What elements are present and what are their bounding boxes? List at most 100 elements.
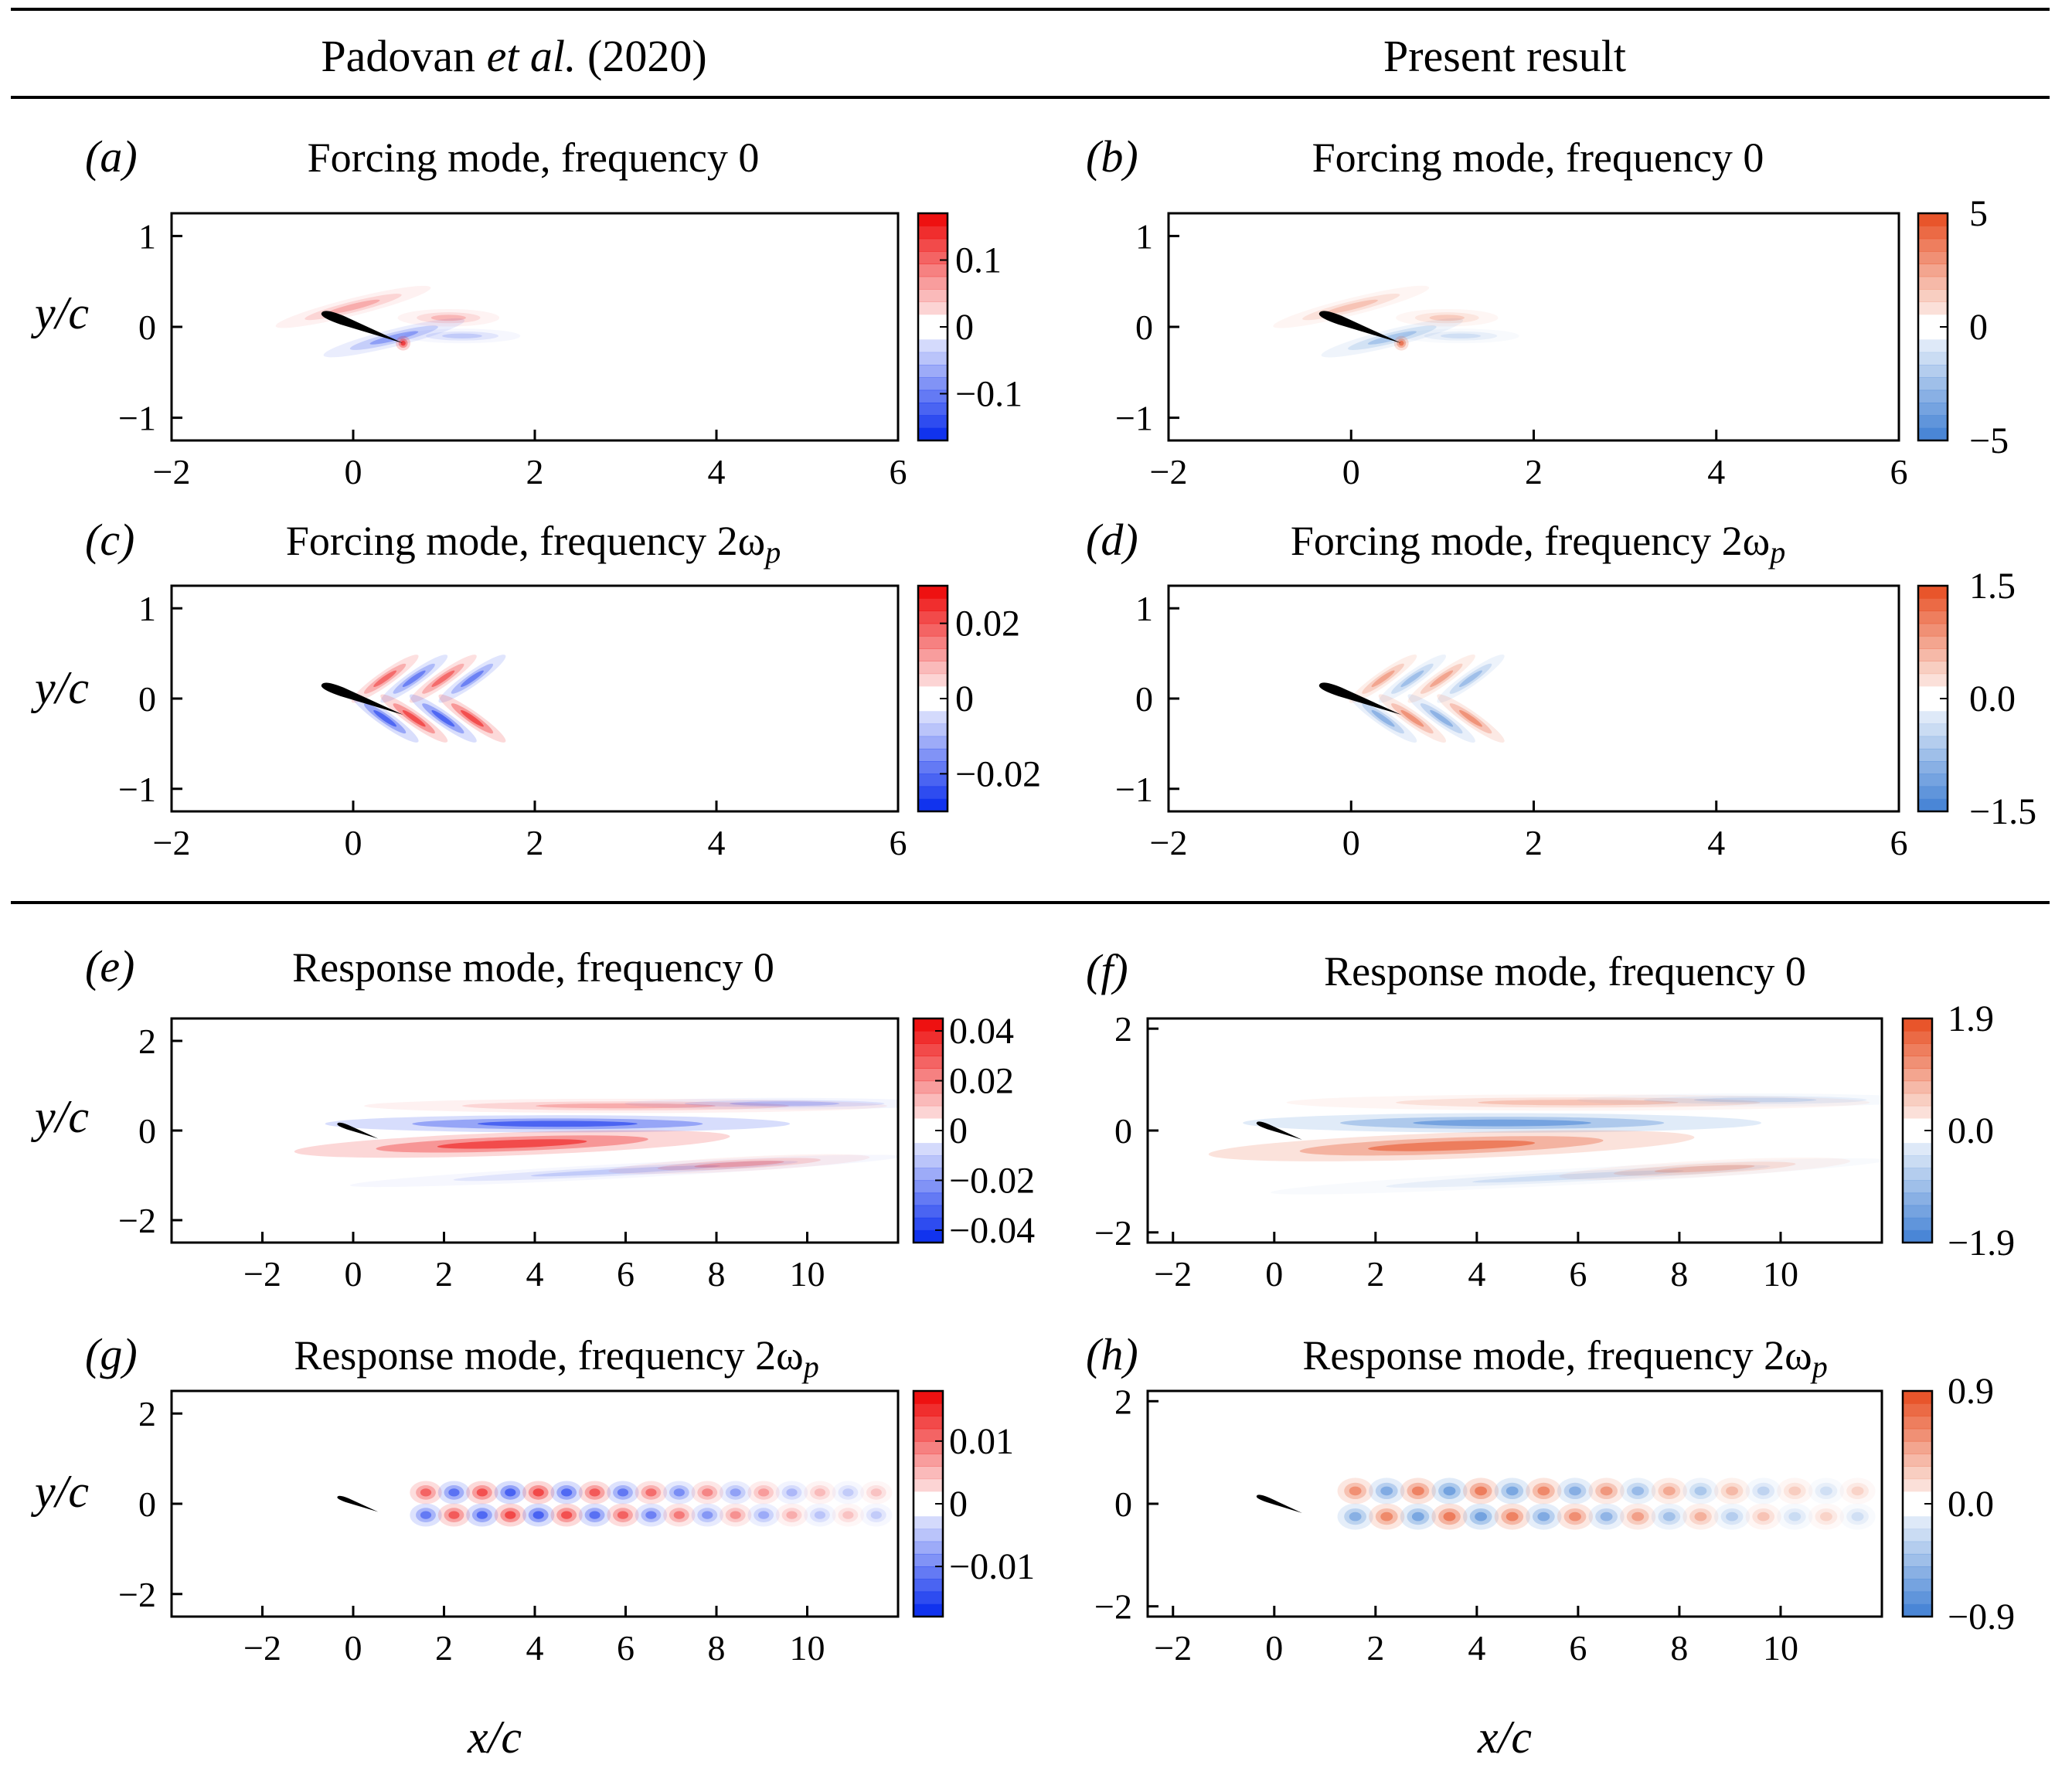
contour-blob	[326, 299, 380, 315]
colorbar-band	[914, 1168, 943, 1182]
colorbar-band	[1918, 276, 1948, 290]
colorbar-band	[1918, 673, 1948, 687]
colorbar-band	[1918, 736, 1948, 750]
contour-blob	[530, 1165, 721, 1177]
airfoil	[337, 1495, 379, 1512]
colorbar-band	[1903, 1143, 1932, 1156]
colorbar-band	[914, 1093, 943, 1107]
colorbar-band	[1903, 1491, 1932, 1505]
contour-blob	[1506, 1486, 1519, 1496]
colorbar-band	[918, 389, 948, 403]
contour-blob	[1613, 1161, 1796, 1176]
contour-blob	[1368, 1140, 1536, 1151]
colorbar-band	[1918, 623, 1948, 637]
contour-blob	[730, 1101, 840, 1107]
contour-blob	[1662, 1486, 1676, 1496]
contour-blob	[420, 1511, 432, 1519]
contour-blob	[1658, 1482, 1681, 1500]
contour-blob	[1600, 1486, 1613, 1496]
colorbar-band	[1903, 1516, 1932, 1530]
colorbar-band	[1918, 315, 1948, 328]
colorbar-band	[914, 1566, 943, 1579]
contour-blob	[663, 1503, 696, 1527]
contour-blob	[691, 1503, 723, 1527]
y-tick-label: −2	[1094, 1587, 1132, 1627]
contour-blob	[505, 1511, 516, 1519]
colorbar-band	[1918, 213, 1948, 226]
colorbar-band	[1918, 699, 1948, 712]
colorbar-band	[1918, 365, 1948, 378]
contour-blob	[1620, 1503, 1656, 1530]
x-tick-label: −2	[243, 1254, 281, 1294]
contour-blob	[702, 1488, 713, 1497]
y-tick-label: 1	[1135, 589, 1153, 628]
colorbar-tick-label: −1.5	[1969, 791, 2036, 832]
contour-blob	[1620, 1477, 1656, 1505]
contour-blob	[437, 1481, 471, 1505]
airfoil	[1256, 1494, 1302, 1513]
colorbar-band	[914, 1018, 943, 1032]
colorbar-tick-label: −0.1	[955, 373, 1022, 414]
colorbar-band	[1918, 586, 1948, 599]
contour-blob	[1371, 709, 1395, 727]
colorbar-band	[918, 403, 948, 416]
contour-blob	[1808, 1503, 1844, 1530]
contour-blob	[476, 1511, 488, 1519]
colorbar-band	[1918, 661, 1948, 675]
contour-blob	[657, 1158, 821, 1171]
panel-h: (h) Response mode, frequency 2ωp −2 0 2 4 6 8 10…	[1086, 1329, 2015, 1668]
contour-blob	[462, 1101, 789, 1110]
colorbar-band	[918, 251, 948, 264]
colorbar-band	[1918, 610, 1948, 624]
contour-blob	[1407, 694, 1475, 743]
contour-blob	[617, 1488, 629, 1497]
colorbar-band	[918, 598, 948, 612]
contour-blob	[1600, 1511, 1613, 1522]
contour-blob	[397, 308, 500, 327]
colorbar-band	[1903, 1528, 1932, 1542]
y-axis-label: y/c	[30, 662, 89, 713]
contour-blob	[1846, 1482, 1869, 1500]
colorbar-tick-label: 0.0	[1948, 1110, 1994, 1151]
contour-blob	[476, 1488, 488, 1497]
x-tick-label: 0	[1342, 452, 1360, 491]
colorbar-band	[918, 315, 948, 328]
colorbar-tick-label: 0.9	[1948, 1371, 1994, 1412]
contour-blob	[402, 709, 426, 727]
colorbar-band	[1903, 1454, 1932, 1467]
colorbar-band	[1903, 1403, 1932, 1417]
x-tick-label: 6	[617, 1254, 635, 1294]
contour-blob	[1757, 1511, 1770, 1522]
contour-blob	[645, 1488, 657, 1497]
y-tick-label: 0	[1114, 1111, 1132, 1151]
colorbar-band	[1903, 1541, 1932, 1555]
colorbar-band	[1918, 339, 1948, 353]
contour-blob	[1839, 1477, 1876, 1505]
contour-blob	[1745, 1503, 1781, 1530]
contour-blob	[460, 709, 484, 727]
colorbar-band	[918, 774, 948, 787]
panel-label: (c)	[85, 515, 134, 565]
contour-blob	[1815, 1508, 1838, 1525]
contour-blob	[702, 1511, 713, 1519]
x-tick-label: −2	[1150, 823, 1188, 862]
x-tick-label: 2	[1366, 1628, 1384, 1668]
contour-blob	[870, 1511, 882, 1519]
contour-blob	[1788, 1511, 1802, 1522]
contour-blob	[431, 670, 455, 688]
colorbar-tick-label: 0.1	[955, 240, 1002, 281]
contour-blob	[420, 1488, 432, 1497]
contour-blob	[838, 1485, 859, 1500]
colorbar-band	[1918, 711, 1948, 725]
contour-blob	[1375, 1482, 1398, 1500]
airfoil	[1256, 1121, 1302, 1140]
colorbar-band	[1903, 1093, 1932, 1107]
colorbar-band	[1918, 798, 1948, 812]
y-tick-label: 0	[1135, 679, 1153, 719]
contour-blob	[719, 1503, 752, 1527]
airfoil	[321, 682, 403, 716]
colorbar-band	[1903, 1056, 1932, 1069]
colorbar-band	[918, 415, 948, 429]
contour-blob	[607, 1481, 639, 1505]
contour-blob	[1658, 1508, 1681, 1525]
